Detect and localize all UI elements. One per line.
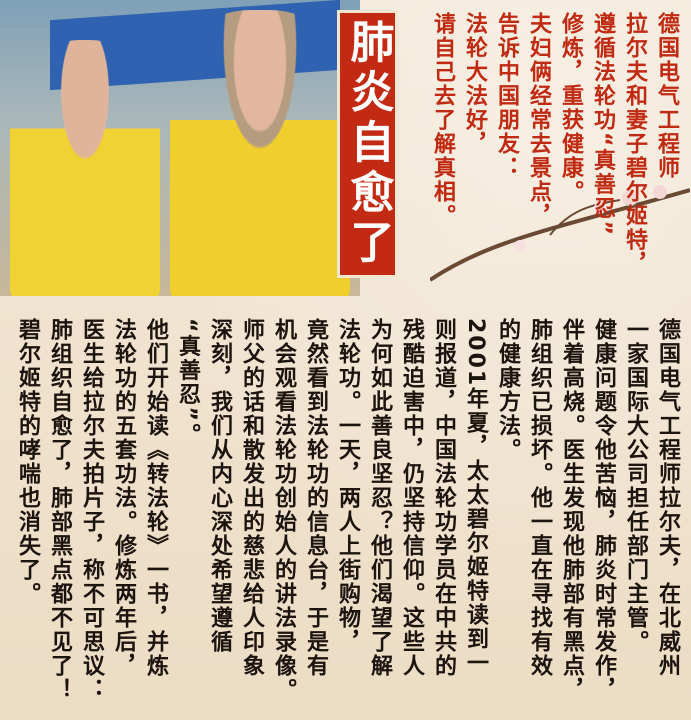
story-line: 德国电气工程师拉尔夫，在北威州 [655,318,680,678]
summary-line: 拉尔夫和妻子碧尔姬特， [622,12,647,276]
story-line: 残酷迫害中，仍坚持信仰。这些人 [399,318,424,678]
story-line: “真善忍”。 [175,318,200,447]
story-line: 碧尔姬特的哮喘也消失了。 [15,318,40,606]
story-line: 医生给拉尔夫拍片子，称不可思议： [79,318,104,702]
story-line: 法轮功的五套功法。修炼两年后， [111,318,136,678]
title-box: 肺炎自愈了 [337,10,398,278]
story-line: 肺组织自愈了，肺部黑点都不见了！ [47,318,72,702]
story-line: 肺组织已损坏。他一直在寻找有效 [527,318,552,678]
story-line: 的健康方法。 [495,318,520,462]
summary-line: 请自己去了解真相。 [430,12,455,228]
summary-line: 遵循法轮功“真善忍” [590,12,615,237]
story-line: 一家国际大公司担任部门主管。 [623,318,648,654]
summary-line: 修炼，重获健康。 [558,12,583,204]
story-line: 为何如此善良坚忍？他们渴望了解 [367,318,392,678]
story-line: 师父的话和散发出的慈悲给人印象 [239,318,264,678]
summary-text: 德国电气工程师 拉尔夫和妻子碧尔姬特， 遵循法轮功“真善忍” 修炼，重获健康。 … [410,12,682,312]
woman-figure [170,10,350,296]
couple-photo [0,0,360,296]
story-line: 健康问题令他苦恼，肺炎时常发作， [591,318,616,702]
story-text: 德国电气工程师拉尔夫，在北威州 一家国际大公司担任部门主管。 健康问题令他苦恼，… [15,318,683,716]
story-line: 则报道，中国法轮功学员在中共的 [431,318,456,678]
story-line: 深刻，我们从内心深处希望遵循 [207,318,232,654]
story-line: 他们开始读《转法轮》一书，并炼 [143,318,168,678]
page-title: 肺炎自愈了 [342,19,394,269]
summary-line: 告诉中国朋友： [494,12,519,180]
story-line: 2001年夏，太太碧尔姬特读到一 [463,318,488,676]
summary-line: 法轮大法好， [462,12,487,156]
man-figure [10,40,160,296]
story-line: 竟然看到法轮功的信息台，于是有 [303,318,328,678]
story-line: 机会观看法轮功创始人的讲法录像。 [271,318,296,702]
summary-line: 德国电气工程师 [654,12,679,180]
story-line: 法轮功。一天，两人上街购物， [335,318,360,654]
summary-line: 夫妇俩经常去景点， [526,12,551,228]
story-line: 伴着高烧。医生发现他肺部有黑点， [559,318,584,702]
